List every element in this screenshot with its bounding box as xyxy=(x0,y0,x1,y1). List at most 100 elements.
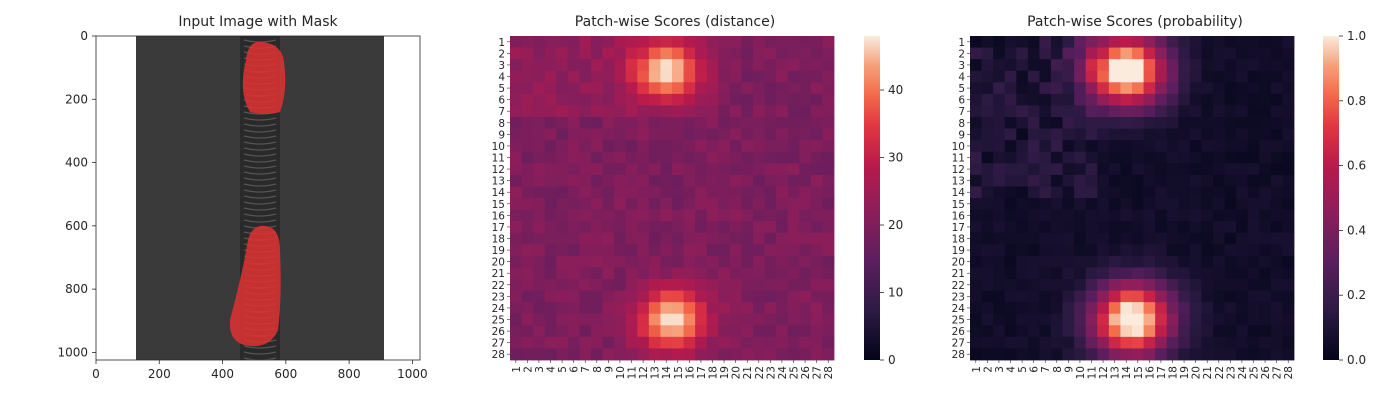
heatmap-cell xyxy=(810,198,823,210)
heatmap-cell xyxy=(567,163,580,176)
heatmap-cell xyxy=(1224,198,1237,210)
panel1-frame xyxy=(95,35,421,361)
heatmap-cell xyxy=(981,163,994,176)
heatmap-cell xyxy=(1097,290,1110,303)
x-tick-label: 16 xyxy=(1144,366,1156,380)
heatmap-cell xyxy=(637,267,650,280)
heatmap-cell xyxy=(993,47,1006,60)
heatmap-cell xyxy=(1062,221,1075,234)
heatmap-cell xyxy=(625,348,638,361)
heatmap-cell xyxy=(753,336,765,349)
heatmap-cell xyxy=(970,93,982,106)
heatmap-cell xyxy=(1004,336,1017,349)
heatmap-cell xyxy=(981,128,994,141)
heatmap-cell xyxy=(1108,36,1121,48)
heatmap-cell xyxy=(1155,348,1168,361)
heatmap-cell xyxy=(1143,198,1156,210)
heatmap-cell xyxy=(822,128,835,141)
heatmap-cell xyxy=(579,128,592,141)
heatmap-cell xyxy=(521,302,534,315)
heatmap-cell xyxy=(556,348,569,361)
heatmap-cell xyxy=(637,325,650,338)
heatmap-cell xyxy=(579,186,592,199)
heatmap-cell xyxy=(579,221,592,234)
heatmap-cell xyxy=(637,244,650,257)
heatmap-cell xyxy=(741,59,754,72)
heatmap-cell xyxy=(648,82,661,95)
heatmap-cell xyxy=(753,117,765,129)
heatmap-cell xyxy=(1120,163,1133,176)
heatmap-cell xyxy=(1120,221,1133,234)
heatmap-cell xyxy=(1085,140,1098,153)
y-tick-label: 15 xyxy=(492,199,505,211)
heatmap-cell xyxy=(1016,255,1029,268)
heatmap-cell xyxy=(602,163,615,176)
x-tick-label: 11 xyxy=(627,366,639,379)
heatmap-cell xyxy=(993,140,1006,153)
heatmap-cell xyxy=(981,244,994,257)
heatmap-cell xyxy=(1132,232,1144,245)
heatmap-cell xyxy=(1259,209,1272,222)
heatmap-cell xyxy=(1201,128,1214,141)
heatmap-cell xyxy=(521,140,534,153)
heatmap-cell xyxy=(753,209,765,222)
heatmap-cell xyxy=(1051,244,1063,257)
heatmap-cell xyxy=(1051,325,1063,338)
heatmap-cell xyxy=(1282,325,1295,338)
heatmap-cell xyxy=(1213,151,1225,164)
heatmap-cell xyxy=(1074,348,1087,361)
heatmap-cell xyxy=(556,267,569,280)
heatmap-cell xyxy=(695,186,708,199)
x-tick-label: 17 xyxy=(1156,366,1168,379)
heatmap-cell xyxy=(1097,232,1110,245)
x-tick-label: 4 xyxy=(1006,366,1018,373)
heatmap-cell xyxy=(1224,325,1237,338)
heatmap-cell xyxy=(729,244,742,257)
heatmap-cell xyxy=(683,290,696,303)
heatmap-cell xyxy=(993,105,1006,118)
y-tick-label: 15 xyxy=(952,199,965,211)
heatmap-cell xyxy=(648,279,661,291)
heatmap-cell xyxy=(1004,47,1017,60)
heatmap-cell xyxy=(1166,93,1179,106)
heatmap-cell xyxy=(533,174,546,187)
heatmap-cell xyxy=(741,290,754,303)
heatmap-cell xyxy=(799,174,812,187)
heatmap-cell xyxy=(695,313,708,326)
heatmap-cell xyxy=(544,117,557,129)
heatmap-cell xyxy=(753,163,765,176)
heatmap-cell xyxy=(1236,302,1249,315)
heatmap-cell xyxy=(1027,105,1040,118)
heatmap-cell xyxy=(1108,255,1121,268)
x-tick-label: 25 xyxy=(1249,366,1261,379)
heatmap-cell xyxy=(799,267,812,280)
heatmap-cell xyxy=(1247,128,1260,141)
heatmap-cell xyxy=(799,348,812,361)
heatmap-cell xyxy=(1039,348,1052,361)
heatmap-cell xyxy=(1224,232,1237,245)
heatmap-cell xyxy=(1178,70,1191,83)
heatmap-cell xyxy=(1027,117,1040,129)
heatmap-cell xyxy=(1189,302,1202,315)
heatmap-cell xyxy=(1224,209,1237,222)
heatmap-cell xyxy=(602,117,615,129)
heatmap-cell xyxy=(1051,232,1063,245)
heatmap-cell xyxy=(591,279,603,291)
heatmap-cell xyxy=(1247,313,1260,326)
heatmap-cell xyxy=(637,93,650,106)
heatmap-cell xyxy=(1189,47,1202,60)
heatmap-cell xyxy=(981,232,994,245)
heatmap-cell xyxy=(993,151,1006,164)
heatmap-cell xyxy=(1236,348,1249,361)
heatmap-cell xyxy=(660,279,673,291)
heatmap-cell xyxy=(799,82,812,95)
heatmap-cell xyxy=(1062,313,1075,326)
heatmap-cell xyxy=(1097,93,1110,106)
heatmap-cell xyxy=(787,163,800,176)
heatmap-cell xyxy=(648,313,661,326)
heatmap-cell xyxy=(1132,267,1144,280)
heatmap-cell xyxy=(672,244,684,257)
heatmap-cell xyxy=(544,151,557,164)
heatmap-cell xyxy=(567,336,580,349)
heatmap-cell xyxy=(718,336,731,349)
